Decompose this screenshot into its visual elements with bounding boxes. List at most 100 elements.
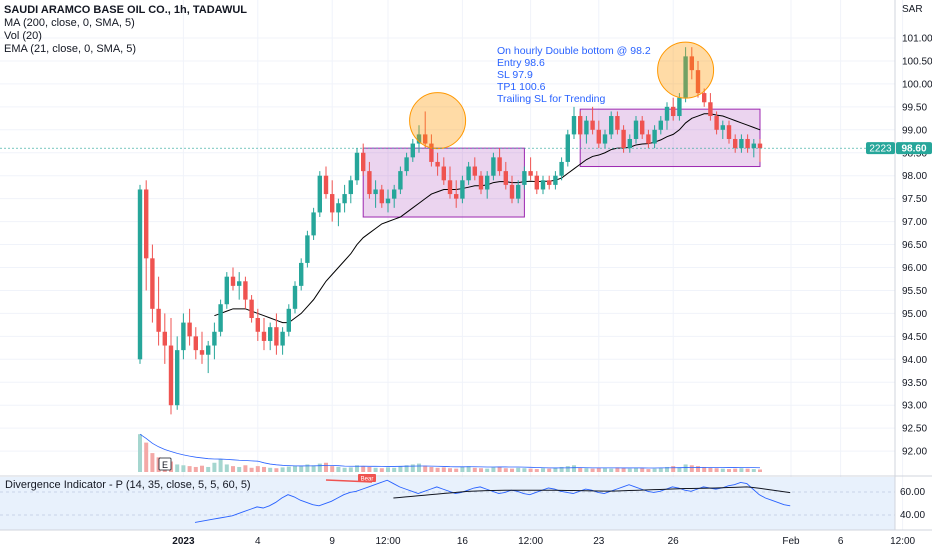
candle-body[interactable] bbox=[330, 194, 335, 213]
candle-body[interactable] bbox=[466, 166, 471, 181]
candle-body[interactable] bbox=[559, 161, 564, 176]
candle-body[interactable] bbox=[671, 106, 676, 117]
candle-body[interactable] bbox=[578, 116, 583, 135]
candle-body[interactable] bbox=[274, 327, 279, 346]
candle-body[interactable] bbox=[726, 125, 732, 139]
candle-body[interactable] bbox=[354, 152, 360, 181]
candle-body[interactable] bbox=[702, 93, 707, 103]
candle-body[interactable] bbox=[652, 129, 657, 144]
candle-body[interactable] bbox=[150, 258, 155, 309]
candle-body[interactable] bbox=[627, 138, 632, 149]
candle-body[interactable] bbox=[423, 134, 428, 144]
candle-body[interactable] bbox=[602, 134, 608, 144]
candle-body[interactable] bbox=[181, 322, 186, 351]
candle-body[interactable] bbox=[212, 331, 217, 346]
candle-body[interactable] bbox=[472, 166, 477, 176]
candle-body[interactable] bbox=[156, 308, 161, 332]
candle-body[interactable] bbox=[447, 180, 453, 195]
candle-body[interactable] bbox=[317, 175, 322, 213]
candle-body[interactable] bbox=[348, 180, 353, 195]
candle-body[interactable] bbox=[299, 262, 304, 286]
candle-body[interactable] bbox=[367, 171, 372, 195]
candle-body[interactable] bbox=[175, 350, 180, 406]
candle-body[interactable] bbox=[187, 322, 192, 337]
candle-body[interactable] bbox=[658, 120, 663, 130]
candle-body[interactable] bbox=[528, 171, 533, 176]
candle-body[interactable] bbox=[305, 235, 310, 263]
candle-body[interactable] bbox=[751, 143, 756, 149]
price-axis[interactable]: SAR 101.00100.50100.0099.5099.0098.5098.… bbox=[894, 0, 932, 530]
candle-body[interactable] bbox=[292, 285, 298, 309]
candle-body[interactable] bbox=[404, 157, 409, 172]
candle-body[interactable] bbox=[199, 350, 205, 355]
candle-body[interactable] bbox=[485, 175, 490, 190]
candle-body[interactable] bbox=[522, 171, 527, 185]
candles[interactable] bbox=[137, 47, 763, 415]
candle-body[interactable] bbox=[379, 189, 384, 204]
candle-body[interactable] bbox=[429, 143, 434, 162]
earnings-marker[interactable]: E bbox=[158, 457, 172, 471]
candle-body[interactable] bbox=[311, 212, 316, 236]
candle-body[interactable] bbox=[435, 161, 440, 167]
candle-body[interactable] bbox=[373, 189, 378, 195]
candle-body[interactable] bbox=[162, 331, 167, 346]
candle-body[interactable] bbox=[398, 171, 403, 190]
candle-body[interactable] bbox=[261, 331, 267, 341]
candle-body[interactable] bbox=[745, 138, 750, 149]
candle-body[interactable] bbox=[640, 120, 645, 135]
candle-body[interactable] bbox=[664, 106, 670, 121]
candle-body[interactable] bbox=[497, 157, 502, 172]
candle-body[interactable] bbox=[410, 143, 415, 158]
candle-body[interactable] bbox=[441, 166, 446, 181]
candle-body[interactable] bbox=[255, 318, 260, 332]
candle-body[interactable] bbox=[392, 189, 397, 199]
candle-body[interactable] bbox=[243, 281, 248, 300]
candle-body[interactable] bbox=[708, 102, 713, 117]
candle-body[interactable] bbox=[416, 134, 422, 144]
candle-body[interactable] bbox=[720, 125, 725, 130]
candle-body[interactable] bbox=[677, 97, 682, 117]
candle-body[interactable] bbox=[571, 116, 577, 135]
candle-body[interactable] bbox=[268, 327, 273, 341]
candle-body[interactable] bbox=[385, 198, 391, 204]
candle-body[interactable] bbox=[280, 331, 285, 346]
candle-body[interactable] bbox=[516, 184, 521, 199]
time-axis[interactable]: 2023 4 9 12:00 16 12:00 23 26 Feb 6 12:00 bbox=[0, 529, 932, 547]
candle-body[interactable] bbox=[615, 116, 620, 130]
candle-body[interactable] bbox=[286, 308, 291, 332]
candle-body[interactable] bbox=[540, 180, 546, 190]
candle-body[interactable] bbox=[491, 157, 496, 176]
candle-body[interactable] bbox=[206, 345, 211, 355]
candle-body[interactable] bbox=[168, 345, 174, 406]
candle-body[interactable] bbox=[249, 299, 254, 318]
candle-body[interactable] bbox=[193, 336, 198, 351]
candle-body[interactable] bbox=[553, 175, 558, 185]
candle-body[interactable] bbox=[503, 171, 508, 185]
candle-body[interactable] bbox=[478, 175, 484, 190]
candle-body[interactable] bbox=[695, 70, 701, 94]
candle-body[interactable] bbox=[621, 129, 626, 149]
candle-body[interactable] bbox=[757, 143, 763, 149]
candle-body[interactable] bbox=[609, 116, 614, 135]
candle-body[interactable] bbox=[547, 180, 552, 185]
candle-body[interactable] bbox=[646, 134, 651, 144]
candle-body[interactable] bbox=[230, 276, 236, 286]
candle-body[interactable] bbox=[689, 56, 694, 71]
candle-body[interactable] bbox=[137, 189, 143, 360]
candle-body[interactable] bbox=[460, 180, 465, 199]
candle-body[interactable] bbox=[323, 175, 329, 195]
candle-body[interactable] bbox=[584, 120, 589, 135]
candle-body[interactable] bbox=[633, 120, 639, 139]
candle-body[interactable] bbox=[144, 189, 149, 259]
candle-body[interactable] bbox=[454, 194, 459, 199]
candle-body[interactable] bbox=[714, 116, 719, 130]
candle-body[interactable] bbox=[733, 138, 738, 149]
candle-body[interactable] bbox=[237, 281, 242, 286]
candle-body[interactable] bbox=[218, 304, 223, 332]
candle-body[interactable] bbox=[342, 194, 347, 204]
candle-body[interactable] bbox=[509, 184, 515, 199]
candle-body[interactable] bbox=[224, 276, 229, 305]
candle-body[interactable] bbox=[361, 152, 366, 172]
candle-body[interactable] bbox=[590, 120, 595, 130]
